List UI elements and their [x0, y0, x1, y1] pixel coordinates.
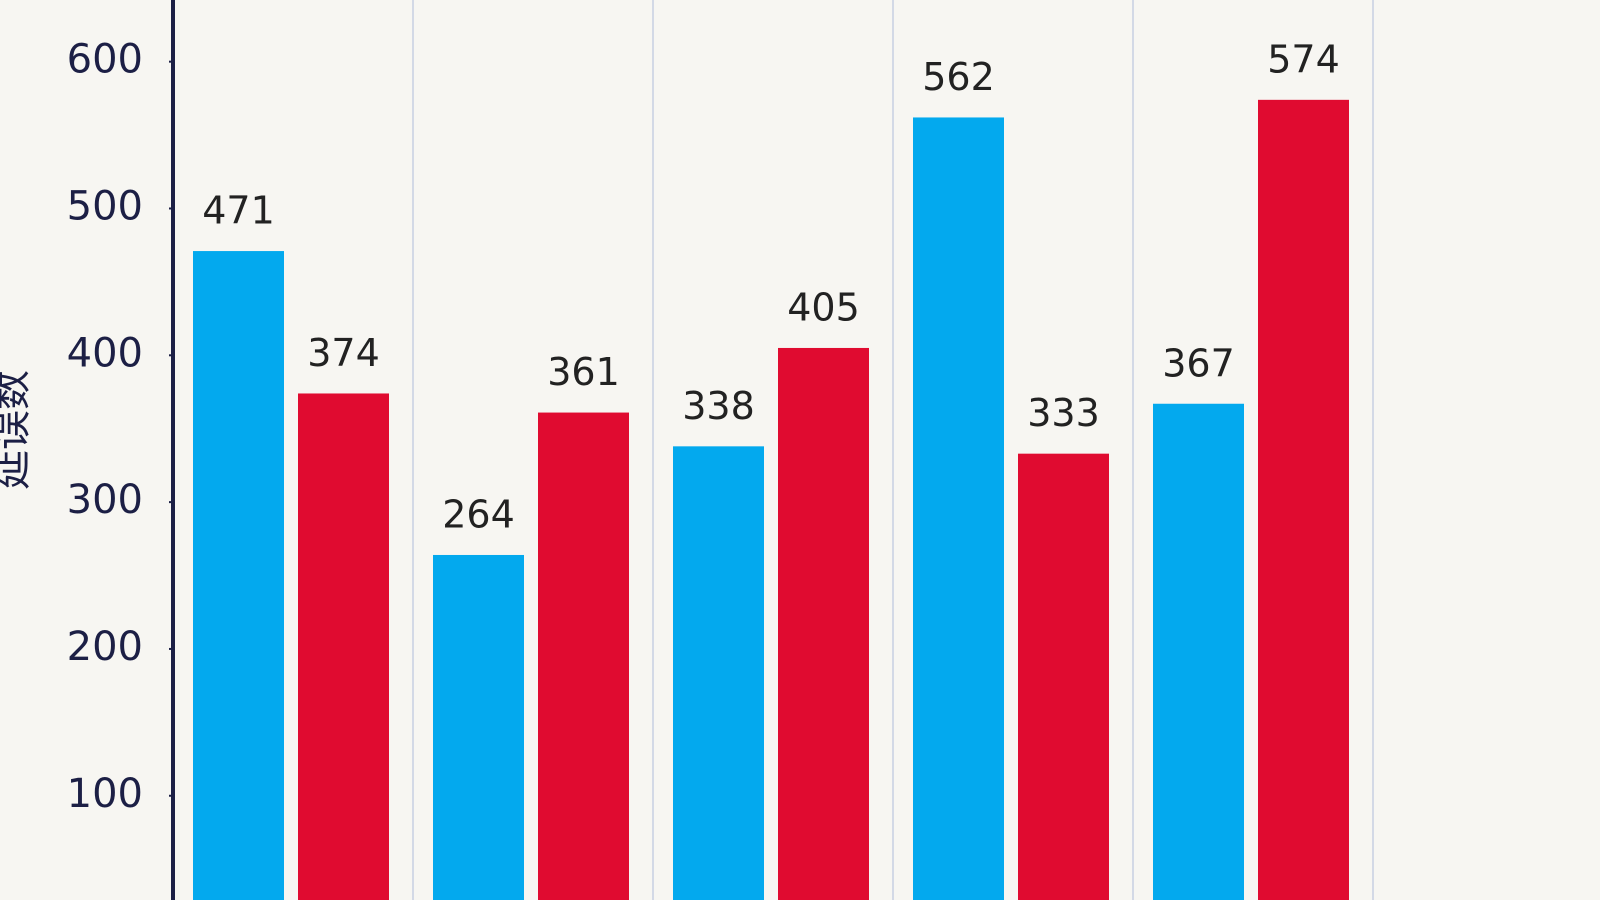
bar	[1153, 403, 1244, 900]
y-tick-label: 200	[67, 624, 143, 670]
y-tick-label: 400	[67, 330, 143, 376]
value-label: 405	[787, 285, 860, 329]
value-label: 367	[1162, 341, 1235, 385]
value-label: 471	[202, 189, 275, 233]
value-label: 264	[442, 492, 515, 536]
bar	[433, 554, 524, 900]
bar	[1018, 453, 1109, 900]
bar	[778, 347, 869, 900]
bar	[298, 393, 389, 900]
bar	[1258, 99, 1349, 900]
bar	[193, 251, 284, 900]
y-axis-label: 延误数	[0, 370, 35, 490]
value-label: 338	[682, 384, 755, 428]
y-tick-label: 600	[67, 37, 143, 83]
y-tick-label: 100	[67, 771, 143, 817]
y-tick-label: 300	[67, 477, 143, 523]
bar	[673, 446, 764, 900]
bar	[913, 117, 1004, 900]
value-label: 361	[547, 350, 620, 394]
value-label: 333	[1027, 391, 1100, 435]
value-label: 574	[1267, 37, 1340, 81]
value-label: 374	[307, 331, 380, 375]
bar	[538, 412, 629, 900]
y-tick-label: 500	[67, 183, 143, 229]
value-label: 562	[922, 55, 995, 99]
